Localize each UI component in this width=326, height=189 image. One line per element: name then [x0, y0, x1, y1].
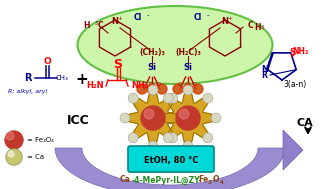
FancyBboxPatch shape — [128, 146, 214, 172]
Text: +: + — [228, 16, 232, 22]
Text: Si: Si — [147, 64, 156, 73]
Text: 3(a-n): 3(a-n) — [283, 81, 307, 90]
Circle shape — [168, 133, 178, 143]
Text: H: H — [254, 23, 260, 33]
Circle shape — [168, 93, 178, 103]
Text: +: + — [76, 73, 88, 88]
Circle shape — [141, 106, 165, 130]
Text: N: N — [111, 18, 118, 26]
Circle shape — [211, 113, 221, 123]
Text: C: C — [248, 22, 254, 30]
Text: NH₂: NH₂ — [131, 81, 149, 91]
Polygon shape — [160, 90, 216, 146]
Ellipse shape — [78, 6, 273, 84]
Polygon shape — [55, 148, 285, 189]
Text: S: S — [290, 48, 296, 57]
Text: -4-MePyr-IL@ZY-: -4-MePyr-IL@ZY- — [132, 175, 203, 185]
Circle shape — [5, 131, 23, 149]
Text: O O O: O O O — [179, 81, 198, 87]
Circle shape — [6, 149, 22, 165]
Text: CA: CA — [297, 118, 313, 128]
Circle shape — [179, 109, 189, 119]
Text: (CH₂)₃: (CH₂)₃ — [139, 47, 165, 57]
Polygon shape — [125, 90, 181, 146]
Text: Ca: Ca — [120, 176, 131, 184]
Polygon shape — [283, 130, 303, 170]
Circle shape — [137, 84, 147, 94]
Circle shape — [147, 84, 157, 94]
Circle shape — [183, 85, 193, 95]
Circle shape — [148, 141, 158, 151]
Circle shape — [157, 84, 167, 94]
Circle shape — [144, 109, 154, 119]
Text: 4: 4 — [220, 180, 224, 184]
Circle shape — [128, 93, 138, 103]
Circle shape — [163, 133, 173, 143]
Circle shape — [176, 106, 200, 130]
Text: O: O — [213, 176, 219, 184]
Circle shape — [120, 113, 130, 123]
Circle shape — [173, 84, 183, 94]
Text: R: alkyl, aryl: R: alkyl, aryl — [8, 90, 48, 94]
Circle shape — [148, 85, 158, 95]
Text: +: + — [118, 16, 122, 22]
Circle shape — [176, 113, 186, 123]
Text: (H₂C)₃: (H₂C)₃ — [175, 47, 201, 57]
Circle shape — [128, 133, 138, 143]
Text: O: O — [43, 57, 51, 66]
Text: ICC: ICC — [67, 114, 89, 126]
Circle shape — [183, 84, 193, 94]
Text: R: R — [24, 73, 32, 83]
Circle shape — [203, 93, 213, 103]
Text: NH₂: NH₂ — [292, 46, 308, 56]
Text: 3: 3 — [95, 21, 98, 26]
Text: C: C — [98, 22, 104, 30]
Text: -: - — [147, 12, 149, 18]
Text: 3: 3 — [208, 180, 212, 184]
Text: O O O: O O O — [142, 81, 161, 87]
Circle shape — [163, 93, 173, 103]
Text: = Ca: = Ca — [27, 154, 44, 160]
Text: Cl: Cl — [194, 13, 202, 22]
Text: CH₃: CH₃ — [56, 75, 68, 81]
Circle shape — [8, 151, 14, 157]
Text: Cl: Cl — [134, 13, 142, 22]
Text: H: H — [83, 22, 90, 30]
Text: N: N — [221, 18, 229, 26]
Circle shape — [7, 150, 21, 164]
Text: EtOH, 80 °C: EtOH, 80 °C — [144, 156, 198, 164]
Text: R: R — [261, 70, 267, 80]
Text: = Fe₃O₄: = Fe₃O₄ — [27, 137, 54, 143]
Text: N: N — [261, 65, 268, 74]
Circle shape — [193, 84, 203, 94]
Circle shape — [203, 133, 213, 143]
Circle shape — [6, 132, 14, 140]
Text: 3: 3 — [261, 25, 264, 30]
Circle shape — [155, 113, 165, 123]
Circle shape — [183, 141, 193, 151]
Text: Si: Si — [184, 64, 192, 73]
Text: S: S — [113, 57, 123, 70]
Text: Fe: Fe — [198, 176, 208, 184]
Text: -: - — [207, 12, 209, 18]
Text: H₂N: H₂N — [86, 81, 104, 91]
